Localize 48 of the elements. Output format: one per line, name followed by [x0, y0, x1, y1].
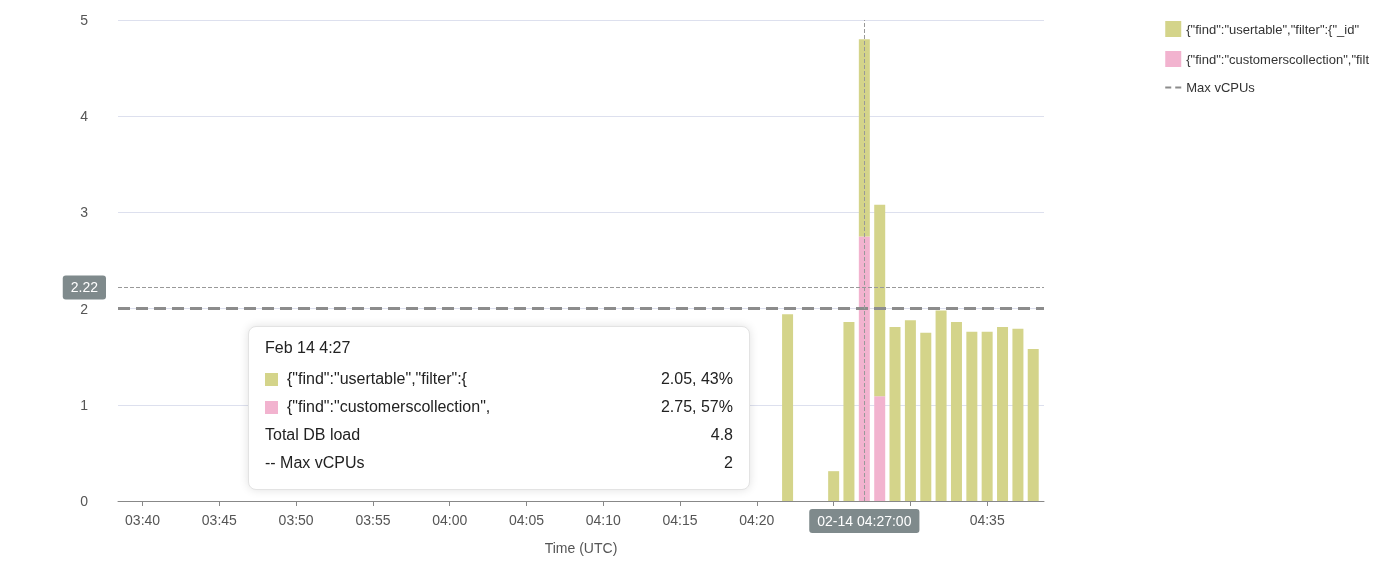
bar — [1027, 349, 1039, 501]
annotation: 2 — [724, 454, 733, 472]
x-tick-label: 04:10 — [585, 512, 622, 528]
bar — [1012, 328, 1024, 501]
y-tick-label: 4 — [80, 108, 89, 125]
x-tick-label: 04:00 — [432, 512, 468, 528]
x-tick-label: 03:50 — [278, 512, 314, 528]
bar — [997, 326, 1009, 501]
annotation: {"find":"usertable","filter":{ — [287, 370, 468, 388]
x-axis-title: Time (UTC) — [544, 540, 618, 556]
legend-label: {"find":"usertable","filter":{"_id" — [1186, 21, 1360, 37]
bar — [843, 322, 855, 501]
annotation: 2.05, 43% — [660, 370, 733, 388]
bar — [904, 320, 916, 501]
bar — [920, 332, 932, 501]
x-tick-label: 04:15 — [662, 512, 698, 528]
x-tick-label: 04:05 — [508, 512, 545, 528]
annotation: 4.8 — [710, 426, 733, 444]
annotation: {"find":"customerscollection", — [287, 398, 492, 416]
ref-line-label: 2.22 — [70, 279, 99, 296]
bar — [874, 204, 886, 397]
y-tick-label: 1 — [80, 396, 89, 413]
annotation: Feb 14 4:27 — [265, 339, 352, 357]
bar — [828, 471, 840, 501]
annotation: -- Max vCPUs — [265, 454, 366, 472]
y-tick-label: 0 — [80, 493, 89, 509]
bar — [889, 326, 901, 501]
y-tick-label: 3 — [80, 204, 89, 221]
legend-label: Max vCPUs — [1186, 80, 1256, 95]
x-tick-label: 03:40 — [125, 512, 161, 528]
x-tick-label: 03:45 — [201, 512, 238, 528]
bar — [950, 322, 962, 501]
annotation: Total DB load — [265, 426, 362, 444]
bar — [874, 396, 886, 501]
bar — [966, 331, 978, 501]
bar — [935, 310, 947, 501]
bar — [858, 39, 870, 237]
x-tick-label: 04:35 — [969, 512, 1005, 528]
ref-line-label: 02-14 04:27:00 — [817, 513, 912, 529]
x-tick-label: 04:20 — [739, 512, 775, 528]
y-tick-label: 2 — [80, 300, 89, 317]
y-tick-label: 5 — [80, 12, 89, 28]
annotation: 2.75, 57% — [660, 398, 733, 416]
legend-label: {"find":"customerscollection","filt — [1186, 51, 1370, 67]
x-tick-label: 03:55 — [355, 512, 391, 528]
bar — [782, 314, 794, 501]
bar — [858, 236, 870, 501]
bar — [981, 331, 993, 501]
